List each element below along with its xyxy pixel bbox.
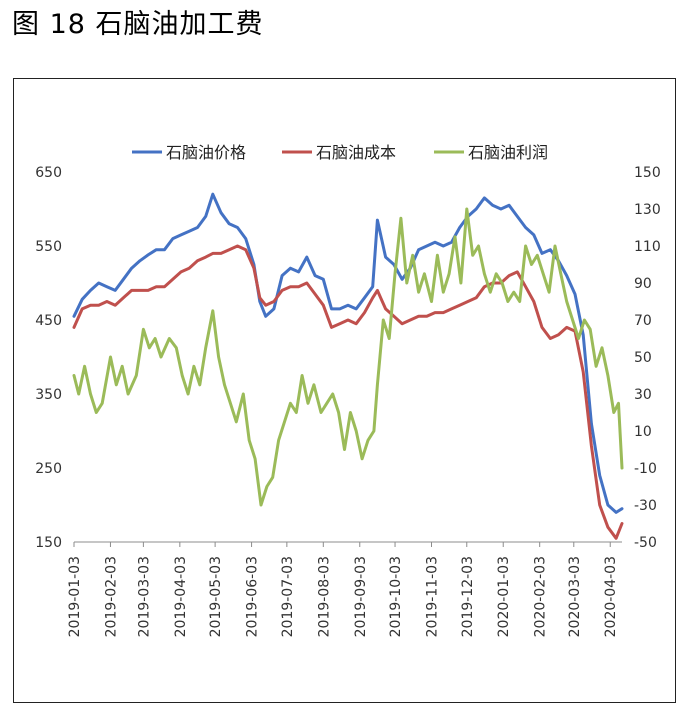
x-axis-tick-label: 2020-04-03 (603, 556, 619, 637)
left-axis-tick-label: 150 (35, 535, 62, 551)
x-axis-tick-label: 2019-02-03 (103, 556, 119, 637)
right-axis-tick-label: -10 (634, 461, 657, 477)
x-axis-tick-label: 2019-12-03 (460, 556, 476, 637)
right-axis-tick-label: 70 (634, 313, 652, 329)
legend-label: 石脑油价格 (166, 143, 246, 162)
x-axis-tick-label: 2019-03-03 (136, 556, 152, 637)
right-axis-tick-label: 130 (634, 202, 661, 218)
x-axis-tick-label: 2019-10-03 (388, 556, 404, 637)
left-axis-tick-label: 350 (35, 387, 62, 403)
naphtha-chart: 650 550 450 350 250 150 150 130 110 90 70 50 30 10 -10… (35, 143, 661, 637)
right-axis-tick-label: 150 (634, 165, 661, 181)
x-axis-tick-label: 2020-02-03 (533, 556, 549, 637)
left-axis-tick-label: 250 (35, 461, 62, 477)
right-axis-tick-label: 110 (634, 239, 661, 255)
legend-label: 石脑油成本 (316, 143, 396, 162)
x-axis-tick-label: 2019-09-03 (353, 556, 369, 637)
series-line (72, 192, 624, 514)
figure-title: 图 18 石脑油加工费 (12, 9, 264, 40)
right-axis-tick-label: 50 (634, 350, 652, 366)
x-axis-tick-label: 2019-07-03 (280, 556, 296, 637)
series-line (72, 244, 624, 540)
x-axis-tick-label: 2019-11-03 (424, 556, 440, 637)
right-axis-tick-label: 90 (634, 276, 652, 292)
left-axis-tick-label: 650 (35, 165, 62, 181)
left-axis-tick-label: 450 (35, 313, 62, 329)
right-axis-tick-label: 30 (634, 387, 652, 403)
x-axis-tick-label: 2020-03-03 (567, 556, 583, 637)
x-axis-tick-label: 2019-06-03 (245, 556, 261, 637)
chart-frame: 650 550 450 350 250 150 150 130 110 90 70 50 30 10 -10… (13, 78, 676, 703)
x-axis-tick-label: 2019-01-03 (67, 556, 83, 637)
left-axis-tick-label: 550 (35, 239, 62, 255)
right-axis-tick-label: -50 (634, 535, 657, 551)
x-axis-tick-label: 2020-01-03 (496, 556, 512, 637)
series-line (72, 207, 624, 507)
right-axis-tick-label: -30 (634, 498, 657, 514)
legend-label: 石脑油利润 (468, 143, 548, 162)
right-axis-tick-label: 10 (634, 424, 652, 440)
x-axis-tick-label: 2019-04-03 (173, 556, 189, 637)
x-axis-tick-label: 2019-05-03 (208, 556, 224, 637)
x-axis-tick-label: 2019-08-03 (316, 556, 332, 637)
